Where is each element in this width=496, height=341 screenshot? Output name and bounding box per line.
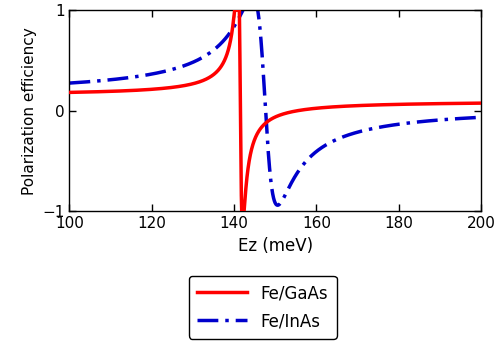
Fe/GaAs <box>372 103 378 107</box>
Fe/InAs <box>275 203 281 207</box>
X-axis label: Ez (meV): Ez (meV) <box>238 237 313 255</box>
Fe/InAs <box>310 152 316 156</box>
Fe/GaAs <box>310 106 316 110</box>
Fe/InAs <box>394 122 400 127</box>
Fe/GaAs <box>232 8 238 12</box>
Legend: Fe/GaAs, Fe/InAs: Fe/GaAs, Fe/InAs <box>189 276 337 339</box>
Fe/GaAs <box>239 209 245 213</box>
Fe/InAs <box>372 126 378 130</box>
Y-axis label: Polarization efficiency: Polarization efficiency <box>22 27 37 195</box>
Fe/InAs <box>87 79 93 84</box>
Fe/InAs <box>66 81 72 85</box>
Fe/GaAs <box>394 102 400 106</box>
Fe/GaAs <box>215 68 221 72</box>
Line: Fe/GaAs: Fe/GaAs <box>69 10 481 211</box>
Fe/InAs <box>328 140 334 144</box>
Fe/InAs <box>215 44 221 48</box>
Fe/InAs <box>478 115 484 119</box>
Fe/GaAs <box>478 101 484 105</box>
Fe/GaAs <box>328 105 334 109</box>
Fe/GaAs <box>66 90 72 94</box>
Fe/GaAs <box>87 90 93 94</box>
Line: Fe/InAs: Fe/InAs <box>69 0 481 205</box>
